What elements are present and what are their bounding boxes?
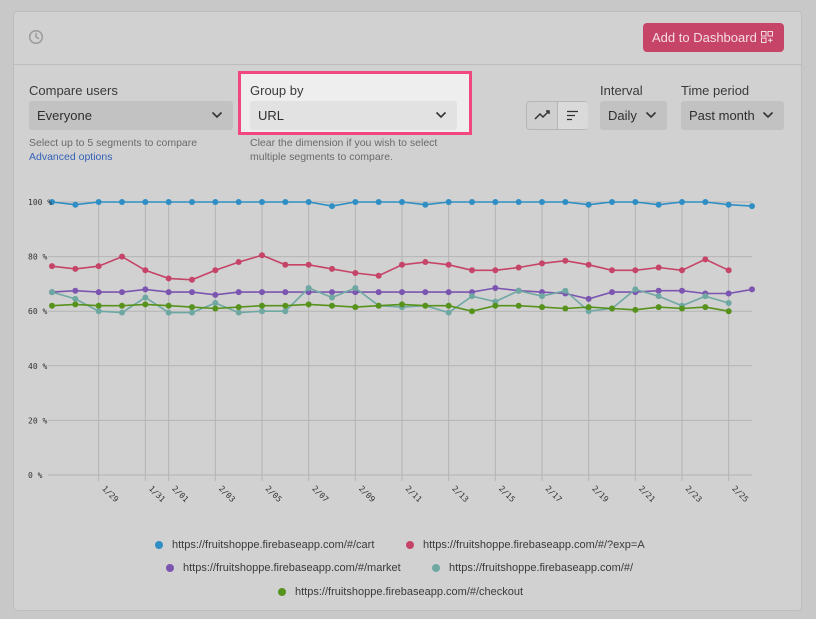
legend-dot <box>166 564 174 572</box>
group-by-help-2: multiple segments to compare. <box>250 151 393 163</box>
dashboard-grid-icon <box>761 31 773 43</box>
group-by-help-1: Clear the dimension if you wish to selec… <box>250 137 438 149</box>
legend-label: https://fruitshoppe.firebaseapp.com/#/?e… <box>423 539 645 551</box>
advanced-options-link[interactable]: Advanced options <box>29 151 113 163</box>
legend-item-exp[interactable]: https://fruitshoppe.firebaseapp.com/#/?e… <box>406 539 645 551</box>
legend-label: https://fruitshoppe.firebaseapp.com/#/ch… <box>295 586 524 598</box>
chevron-down-icon <box>645 111 657 119</box>
legend-item-market[interactable]: https://fruitshoppe.firebaseapp.com/#/ma… <box>166 562 401 574</box>
chart-type-toggle <box>526 101 588 130</box>
chevron-down-icon <box>435 111 447 119</box>
compare-users-help: Select up to 5 segments to compare <box>29 137 198 149</box>
compare-users-select[interactable]: Everyone <box>29 101 233 130</box>
legend-dot <box>278 588 286 596</box>
group-by-value: URL <box>258 108 285 123</box>
clock-icon[interactable] <box>28 29 44 45</box>
legend-item-cart[interactable]: https://fruitshoppe.firebaseapp.com/#/ca… <box>155 539 374 551</box>
time-period-select[interactable]: Past month <box>681 101 784 130</box>
interval-value: Daily <box>608 108 637 123</box>
interval-label: Interval <box>600 83 643 98</box>
line-chart-icon <box>534 110 550 120</box>
time-period-label: Time period <box>681 83 750 98</box>
legend-item-checkout[interactable]: https://fruitshoppe.firebaseapp.com/#/ch… <box>278 586 523 598</box>
add-to-dashboard-button[interactable]: Add to Dashboard <box>643 23 784 52</box>
report-header: Add to Dashboard <box>14 12 801 65</box>
time-period-value: Past month <box>689 108 755 123</box>
legend-dot <box>432 564 440 572</box>
report-panel: Add to Dashboard Compare users Everyone … <box>13 11 802 611</box>
legend-label: https://fruitshoppe.firebaseapp.com/#/ca… <box>172 539 375 551</box>
compare-users-label: Compare users <box>29 83 118 98</box>
legend-label: https://fruitshoppe.firebaseapp.com/#/ma… <box>183 562 401 574</box>
bar-list-icon <box>567 110 578 121</box>
bar-list-button[interactable] <box>557 102 588 129</box>
interval-select[interactable]: Daily <box>600 101 667 130</box>
legend-label: https://fruitshoppe.firebaseapp.com/#/ <box>449 562 634 574</box>
add-to-dashboard-label: Add to Dashboard <box>652 30 757 45</box>
group-by-select[interactable]: URL <box>250 101 457 130</box>
legend-item-root[interactable]: https://fruitshoppe.firebaseapp.com/#/ <box>432 562 633 574</box>
group-by-highlight: Group by URL <box>238 71 472 135</box>
chevron-down-icon <box>211 111 223 119</box>
chevron-down-icon <box>762 111 774 119</box>
legend-dot <box>155 541 163 549</box>
group-by-label: Group by <box>250 83 304 98</box>
compare-users-value: Everyone <box>37 108 92 123</box>
legend-dot <box>406 541 414 549</box>
line-chart-button[interactable] <box>527 102 557 129</box>
